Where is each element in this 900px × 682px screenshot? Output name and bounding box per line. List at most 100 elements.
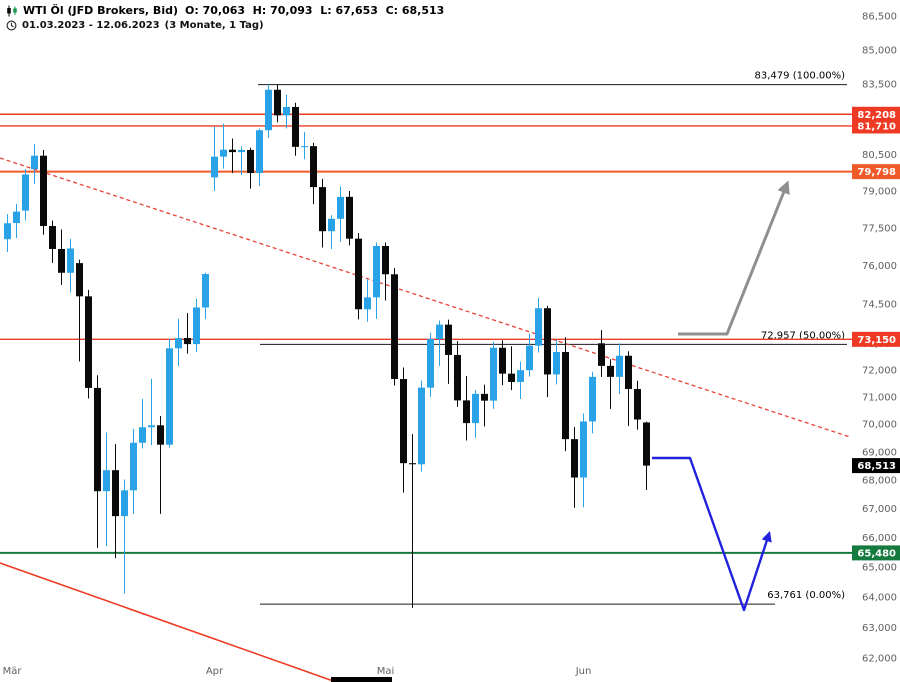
candle-body xyxy=(229,149,236,153)
y-axis-tick-label: 71,000 xyxy=(862,392,897,403)
date-range: 01.03.2023 - 12.06.2023 xyxy=(22,20,160,31)
candle-body xyxy=(139,427,146,443)
timeframe: (3 Monate, 1 Tag) xyxy=(164,20,264,31)
candle-body xyxy=(436,324,443,340)
candle-body xyxy=(193,307,200,345)
price-badge xyxy=(852,106,900,122)
candle-body xyxy=(490,347,497,401)
candle-body xyxy=(571,439,578,478)
price-badge xyxy=(852,118,900,134)
candle-body xyxy=(85,296,92,388)
y-axis-tick-label: 62,000 xyxy=(862,654,897,665)
candle-body xyxy=(337,196,344,219)
candle-body xyxy=(220,149,227,157)
price-badge-label: 68,513 xyxy=(857,461,896,472)
chart-title-row: WTI Öl (JFD Brokers, Bid) O: 70,063 H: 7… xyxy=(6,4,444,17)
price-badge xyxy=(852,545,900,561)
candle-body xyxy=(121,490,128,517)
fibonacci-label: 63,761 (0.00%) xyxy=(767,590,845,601)
candle-body xyxy=(517,370,524,382)
clock-icon xyxy=(6,20,17,31)
candle-body xyxy=(103,470,110,492)
x-axis-month-label: Jun xyxy=(575,666,592,677)
x-axis-month-label: Mär xyxy=(3,666,23,677)
candle-body xyxy=(400,379,407,464)
candle-body xyxy=(616,355,623,377)
candle-body xyxy=(274,89,281,116)
candle-body xyxy=(157,425,164,445)
candle-body xyxy=(94,387,101,492)
candle-body xyxy=(373,245,380,298)
y-axis-tick-label: 72,000 xyxy=(862,365,897,376)
candle-body xyxy=(328,218,335,232)
candle-body xyxy=(13,211,20,223)
candle-body xyxy=(256,130,263,174)
x-axis-month-label: Apr xyxy=(206,666,224,677)
price-badge xyxy=(852,458,900,474)
projection-arrow[interactable] xyxy=(652,456,772,612)
candle-body xyxy=(544,308,551,375)
candle-body xyxy=(607,365,614,377)
candle-body xyxy=(472,393,479,424)
instrument-title: WTI Öl (JFD Brokers, Bid) xyxy=(23,4,178,17)
candle-body xyxy=(508,373,515,382)
price-badge xyxy=(852,331,900,347)
candle-body xyxy=(211,156,218,178)
candle-body xyxy=(31,155,38,170)
candle-body xyxy=(598,343,605,366)
bottom-scrollbar-thumb[interactable] xyxy=(331,677,392,682)
y-axis-tick-label: 69,000 xyxy=(862,447,897,458)
y-axis-tick-label: 80,500 xyxy=(862,150,897,161)
chart-header: WTI Öl (JFD Brokers, Bid) O: 70,063 H: 7… xyxy=(6,4,444,31)
candlestick-chart-icon xyxy=(6,5,18,17)
y-axis-tick-label: 83,500 xyxy=(862,80,897,91)
candle-body xyxy=(535,308,542,346)
price-badge-label: 65,480 xyxy=(857,548,896,559)
candle-body xyxy=(22,174,29,211)
candle-body xyxy=(418,387,425,465)
y-axis-tick-label: 86,500 xyxy=(862,12,897,23)
y-axis-tick-label: 66,000 xyxy=(862,533,897,544)
y-axis-tick-label: 74,500 xyxy=(862,300,897,311)
fibonacci-label: 83,479 (100.00%) xyxy=(755,71,846,82)
candle-body xyxy=(625,355,632,389)
candle-body xyxy=(346,196,353,239)
candle-body xyxy=(427,339,434,388)
candle-body xyxy=(58,248,65,273)
y-axis-tick-label: 70,000 xyxy=(862,420,897,431)
candle-body xyxy=(76,263,83,297)
candle-body xyxy=(463,400,470,424)
candle-body xyxy=(4,223,11,240)
candle-body xyxy=(454,354,461,401)
candle-body xyxy=(589,376,596,422)
candle-body xyxy=(166,348,173,445)
price-badge xyxy=(852,164,900,180)
candle-body xyxy=(355,238,362,310)
candle-body xyxy=(148,425,155,428)
candle-body xyxy=(283,106,290,116)
candle-body xyxy=(553,352,560,375)
y-axis-tick-label: 64,000 xyxy=(862,592,897,603)
y-axis-tick-label: 76,000 xyxy=(862,261,897,272)
price-badge-label: 79,798 xyxy=(857,167,896,178)
candle-body xyxy=(67,248,74,273)
y-axis-tick-label: 67,000 xyxy=(862,504,897,515)
projection-arrow[interactable] xyxy=(678,180,790,336)
chart-range-row: 01.03.2023 - 12.06.2023 (3 Monate, 1 Tag… xyxy=(6,20,444,31)
y-axis-tick-label: 79,000 xyxy=(862,187,897,198)
candle-body xyxy=(112,470,119,517)
trend-line[interactable] xyxy=(0,562,337,682)
candle-body xyxy=(382,245,389,275)
candle-body xyxy=(238,149,245,153)
candle-body xyxy=(319,187,326,232)
candle-body xyxy=(247,149,254,174)
y-axis-tick-label: 68,000 xyxy=(862,476,897,487)
candle-body xyxy=(526,345,533,371)
candle-body xyxy=(40,155,47,226)
ohlc-values: O: 70,063 H: 70,093 L: 67,653 C: 68,513 xyxy=(185,4,445,17)
candle-body xyxy=(202,274,209,308)
x-axis-month-label: Mai xyxy=(377,666,395,677)
y-axis-tick-label: 85,000 xyxy=(862,45,897,56)
trend-line[interactable] xyxy=(0,157,851,438)
